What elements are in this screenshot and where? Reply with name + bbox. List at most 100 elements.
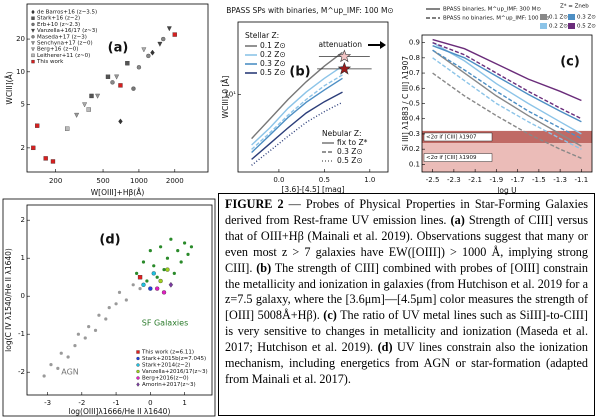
point bbox=[161, 36, 166, 42]
y-tick-label: 0.2 bbox=[409, 145, 420, 153]
x-tick-label: -2.1 bbox=[468, 176, 482, 184]
legend-label: BPASS no binaries, M^up_IMF: 100 M⊙ bbox=[443, 16, 550, 22]
point bbox=[158, 278, 163, 284]
band-label-box bbox=[423, 132, 493, 142]
y-tick-label: 1 bbox=[21, 254, 25, 262]
y-tick-label: 5 bbox=[21, 101, 25, 109]
y-tick-label: 0.9 bbox=[409, 39, 420, 47]
y-axis-label: log(C IV λ1540/He II λ1640) bbox=[4, 248, 13, 352]
x-tick-label: -1.1 bbox=[575, 176, 589, 184]
point bbox=[186, 252, 190, 256]
point bbox=[97, 313, 101, 317]
point bbox=[165, 267, 170, 272]
y-axis-label: WCIII],0 [Å] bbox=[221, 76, 230, 119]
point bbox=[169, 237, 173, 241]
point bbox=[179, 260, 183, 264]
legend-label: Berg+2016(z~0) bbox=[142, 376, 189, 382]
series-line bbox=[251, 74, 343, 150]
legend-label: 0.3 Z⊙ bbox=[577, 15, 596, 21]
legend-title: Nebular Z: bbox=[322, 129, 362, 138]
series-line bbox=[251, 65, 343, 146]
legend-swatch bbox=[568, 14, 575, 20]
legend-label: This work bbox=[36, 59, 64, 65]
legend-swatch bbox=[540, 14, 547, 20]
series-line bbox=[432, 38, 582, 102]
y-tick-label: 0 bbox=[21, 292, 25, 300]
x-axis-label: [3.6]-[4.5] [mag] bbox=[281, 185, 344, 194]
chart-title: BPASS SPs with binaries, M^up_IMF: 100 M… bbox=[226, 6, 393, 15]
x-tick-label: -1 bbox=[113, 399, 120, 407]
point bbox=[162, 268, 166, 272]
legend-label: BPASS binaries, M^up_IMF: 300 M⊙ bbox=[443, 7, 541, 13]
band-label: <2σ if [CIII] λ1907 bbox=[426, 134, 477, 140]
series-line bbox=[251, 51, 343, 140]
series-line bbox=[432, 45, 582, 123]
legend-marker bbox=[31, 9, 35, 15]
panel-label: (c) bbox=[560, 55, 580, 70]
point bbox=[176, 249, 180, 253]
caption-text: The strength of CIII] combined with prob… bbox=[225, 260, 588, 323]
point bbox=[148, 249, 152, 253]
y-tick-label: 0.7 bbox=[409, 69, 420, 77]
x-tick-label: -3 bbox=[44, 399, 51, 407]
point bbox=[145, 279, 149, 283]
point bbox=[114, 74, 120, 80]
legend-label: de Barros+16 (z~3.5) bbox=[37, 10, 97, 16]
point bbox=[131, 86, 136, 91]
annotation: attenuation bbox=[318, 40, 362, 49]
x-tick-label: 1000 bbox=[130, 177, 148, 185]
band-label: <2σ if [CIII] λ1909 bbox=[426, 155, 477, 161]
x-tick-label: -1.5 bbox=[532, 176, 546, 184]
y-tick-label: 0.5 bbox=[409, 100, 420, 108]
legend-label: 0.1 Z⊙ bbox=[260, 41, 286, 50]
point bbox=[151, 271, 156, 276]
point bbox=[87, 325, 91, 329]
y-tick-label: 0.8 bbox=[409, 54, 420, 62]
y-tick-label: 0.1 bbox=[409, 160, 420, 168]
band-label-box bbox=[423, 153, 493, 162]
y-tick-label: 0.3 bbox=[409, 130, 420, 138]
legend-marker bbox=[31, 41, 35, 46]
point bbox=[166, 26, 172, 32]
point bbox=[168, 281, 174, 288]
point bbox=[89, 93, 94, 99]
legend-label: Vanzella+16/17 (z~3) bbox=[37, 28, 97, 34]
point bbox=[73, 344, 77, 348]
legend-marker bbox=[136, 363, 140, 367]
point bbox=[172, 32, 177, 37]
point bbox=[43, 156, 48, 161]
legend-label: 0.2 Z⊙ bbox=[260, 50, 286, 59]
point bbox=[141, 47, 147, 53]
point bbox=[124, 298, 128, 302]
y-tick-label: -2 bbox=[18, 368, 25, 376]
caption-bold: (d) bbox=[377, 340, 393, 355]
caption-bold: (c) bbox=[323, 308, 337, 323]
panel-label: (d) bbox=[99, 233, 120, 248]
point bbox=[65, 126, 70, 131]
series-line bbox=[432, 57, 582, 150]
point bbox=[56, 366, 60, 370]
x-tick-label: -2.5 bbox=[426, 176, 440, 184]
star-marker bbox=[337, 61, 352, 75]
point bbox=[146, 53, 151, 59]
point bbox=[114, 302, 118, 306]
legend-marker bbox=[31, 59, 35, 64]
series-line bbox=[251, 77, 343, 154]
legend-marker bbox=[136, 356, 140, 361]
x-tick-label: 0.5 bbox=[319, 176, 330, 184]
point bbox=[82, 102, 88, 108]
point bbox=[165, 256, 170, 260]
panel-frame bbox=[2, 198, 216, 417]
x-tick-label: 2000 bbox=[166, 177, 184, 185]
point bbox=[110, 80, 115, 85]
legend-marker bbox=[31, 35, 35, 39]
point bbox=[131, 283, 135, 287]
series-line bbox=[432, 49, 582, 140]
point bbox=[137, 275, 143, 280]
series-line bbox=[251, 101, 343, 166]
x-tick-label: 1 bbox=[182, 399, 186, 407]
legend-marker bbox=[31, 47, 35, 52]
point bbox=[118, 118, 123, 125]
point bbox=[35, 123, 40, 128]
legend-label: This work (z=6.11) bbox=[141, 350, 194, 356]
